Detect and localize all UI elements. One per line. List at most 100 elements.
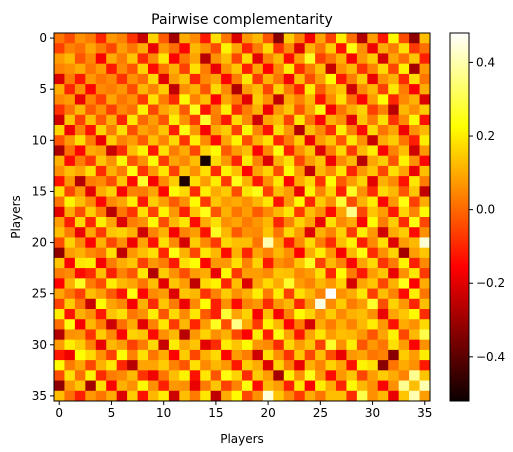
heatmap-cell	[315, 176, 326, 187]
heatmap-cell	[388, 329, 400, 341]
heatmap-cell	[252, 319, 264, 330]
heatmap-cell	[294, 278, 306, 289]
heatmap-cell	[283, 257, 295, 269]
heatmap-cell	[54, 145, 65, 157]
heatmap-cell	[377, 278, 389, 289]
heatmap-cell	[377, 63, 389, 75]
colorbar-tick-label: 0.2	[476, 129, 495, 143]
heatmap-cell	[388, 278, 400, 289]
heatmap-cell	[388, 268, 400, 279]
heatmap-cell	[242, 370, 253, 381]
heatmap-cell	[252, 125, 264, 136]
heatmap-cell	[158, 114, 170, 126]
heatmap-cell	[273, 176, 285, 187]
heatmap-cell	[231, 309, 243, 320]
heatmap-cell	[74, 288, 86, 300]
heatmap-cell	[179, 329, 191, 341]
heatmap-cell	[74, 370, 86, 381]
heatmap-cell	[189, 227, 201, 238]
heatmap-cell	[346, 278, 358, 289]
heatmap-cell	[158, 84, 170, 95]
heatmap-cell	[273, 237, 285, 249]
heatmap-cell	[409, 247, 420, 259]
heatmap-cell	[398, 370, 410, 381]
heatmap-cell	[346, 125, 358, 136]
heatmap-cell	[189, 165, 201, 177]
heatmap-cell	[148, 360, 159, 371]
heatmap-cell	[158, 94, 170, 105]
heatmap-cell	[127, 268, 138, 279]
heatmap-cell	[116, 125, 128, 136]
heatmap-cell	[262, 268, 274, 279]
heatmap-cell	[356, 288, 368, 300]
heatmap-cell	[304, 165, 316, 177]
heatmap-cell	[95, 84, 107, 95]
heatmap-cell	[85, 33, 97, 44]
heatmap-cell	[210, 227, 222, 238]
heatmap-cell	[231, 349, 243, 361]
heatmap-cell	[252, 390, 264, 402]
heatmap-cell	[273, 206, 285, 218]
heatmap-cell	[336, 43, 347, 54]
heatmap-cell	[168, 196, 180, 208]
heatmap-cell	[356, 104, 368, 116]
heatmap-cell	[106, 227, 118, 238]
heatmap-cell	[315, 227, 326, 238]
heatmap-cell	[294, 84, 306, 95]
heatmap-cell	[377, 155, 389, 167]
heatmap-cell	[189, 155, 201, 167]
heatmap-cell	[210, 349, 222, 361]
heatmap-cell	[158, 278, 170, 289]
heatmap-cell	[283, 94, 295, 105]
heatmap-cell	[304, 237, 316, 249]
heatmap-cell	[242, 155, 253, 167]
heatmap-cell	[346, 247, 358, 259]
heatmap-cell	[200, 165, 212, 177]
heatmap-cell	[179, 278, 191, 289]
heatmap-cell	[54, 176, 65, 187]
heatmap-cell	[294, 247, 306, 259]
heatmap-cell	[398, 217, 410, 228]
heatmap-cell	[242, 380, 253, 392]
heatmap-cell	[356, 247, 368, 259]
heatmap-cell	[221, 370, 232, 381]
heatmap-cell	[54, 339, 65, 351]
heatmap-cell	[242, 43, 253, 54]
heatmap-cell	[221, 165, 232, 177]
heatmap-cell	[127, 84, 138, 95]
heatmap-cell	[367, 186, 379, 197]
heatmap-cell	[409, 217, 420, 228]
heatmap-cell	[148, 329, 159, 341]
heatmap-cell	[242, 309, 253, 320]
heatmap-cell	[252, 268, 264, 279]
heatmap-cell	[95, 114, 107, 126]
heatmap-cell	[262, 186, 274, 197]
heatmap-cell	[346, 155, 358, 167]
heatmap-cell	[54, 278, 65, 289]
heatmap-cell	[315, 165, 326, 177]
heatmap-cell	[74, 155, 86, 167]
heatmap-cell	[158, 227, 170, 238]
heatmap-cell	[106, 309, 118, 320]
heatmap-cell	[304, 176, 316, 187]
heatmap-cell	[179, 288, 191, 300]
heatmap-cell	[127, 196, 138, 208]
heatmap-cell	[419, 63, 431, 75]
heatmap-cell	[168, 206, 180, 218]
heatmap-cell	[231, 278, 243, 289]
heatmap-cell	[273, 298, 285, 310]
heatmap-cell	[179, 155, 191, 167]
heatmap-cell	[231, 360, 243, 371]
heatmap-cell	[346, 43, 358, 54]
heatmap-cell	[116, 33, 128, 44]
heatmap-cell	[419, 53, 431, 65]
heatmap-cell	[377, 186, 389, 197]
heatmap-cell	[283, 298, 295, 310]
heatmap-cell	[158, 309, 170, 320]
heatmap-cell	[304, 268, 316, 279]
heatmap-cell	[346, 390, 358, 402]
heatmap-cell	[148, 84, 159, 95]
heatmap-cell	[273, 145, 285, 157]
heatmap-cell	[127, 288, 138, 300]
